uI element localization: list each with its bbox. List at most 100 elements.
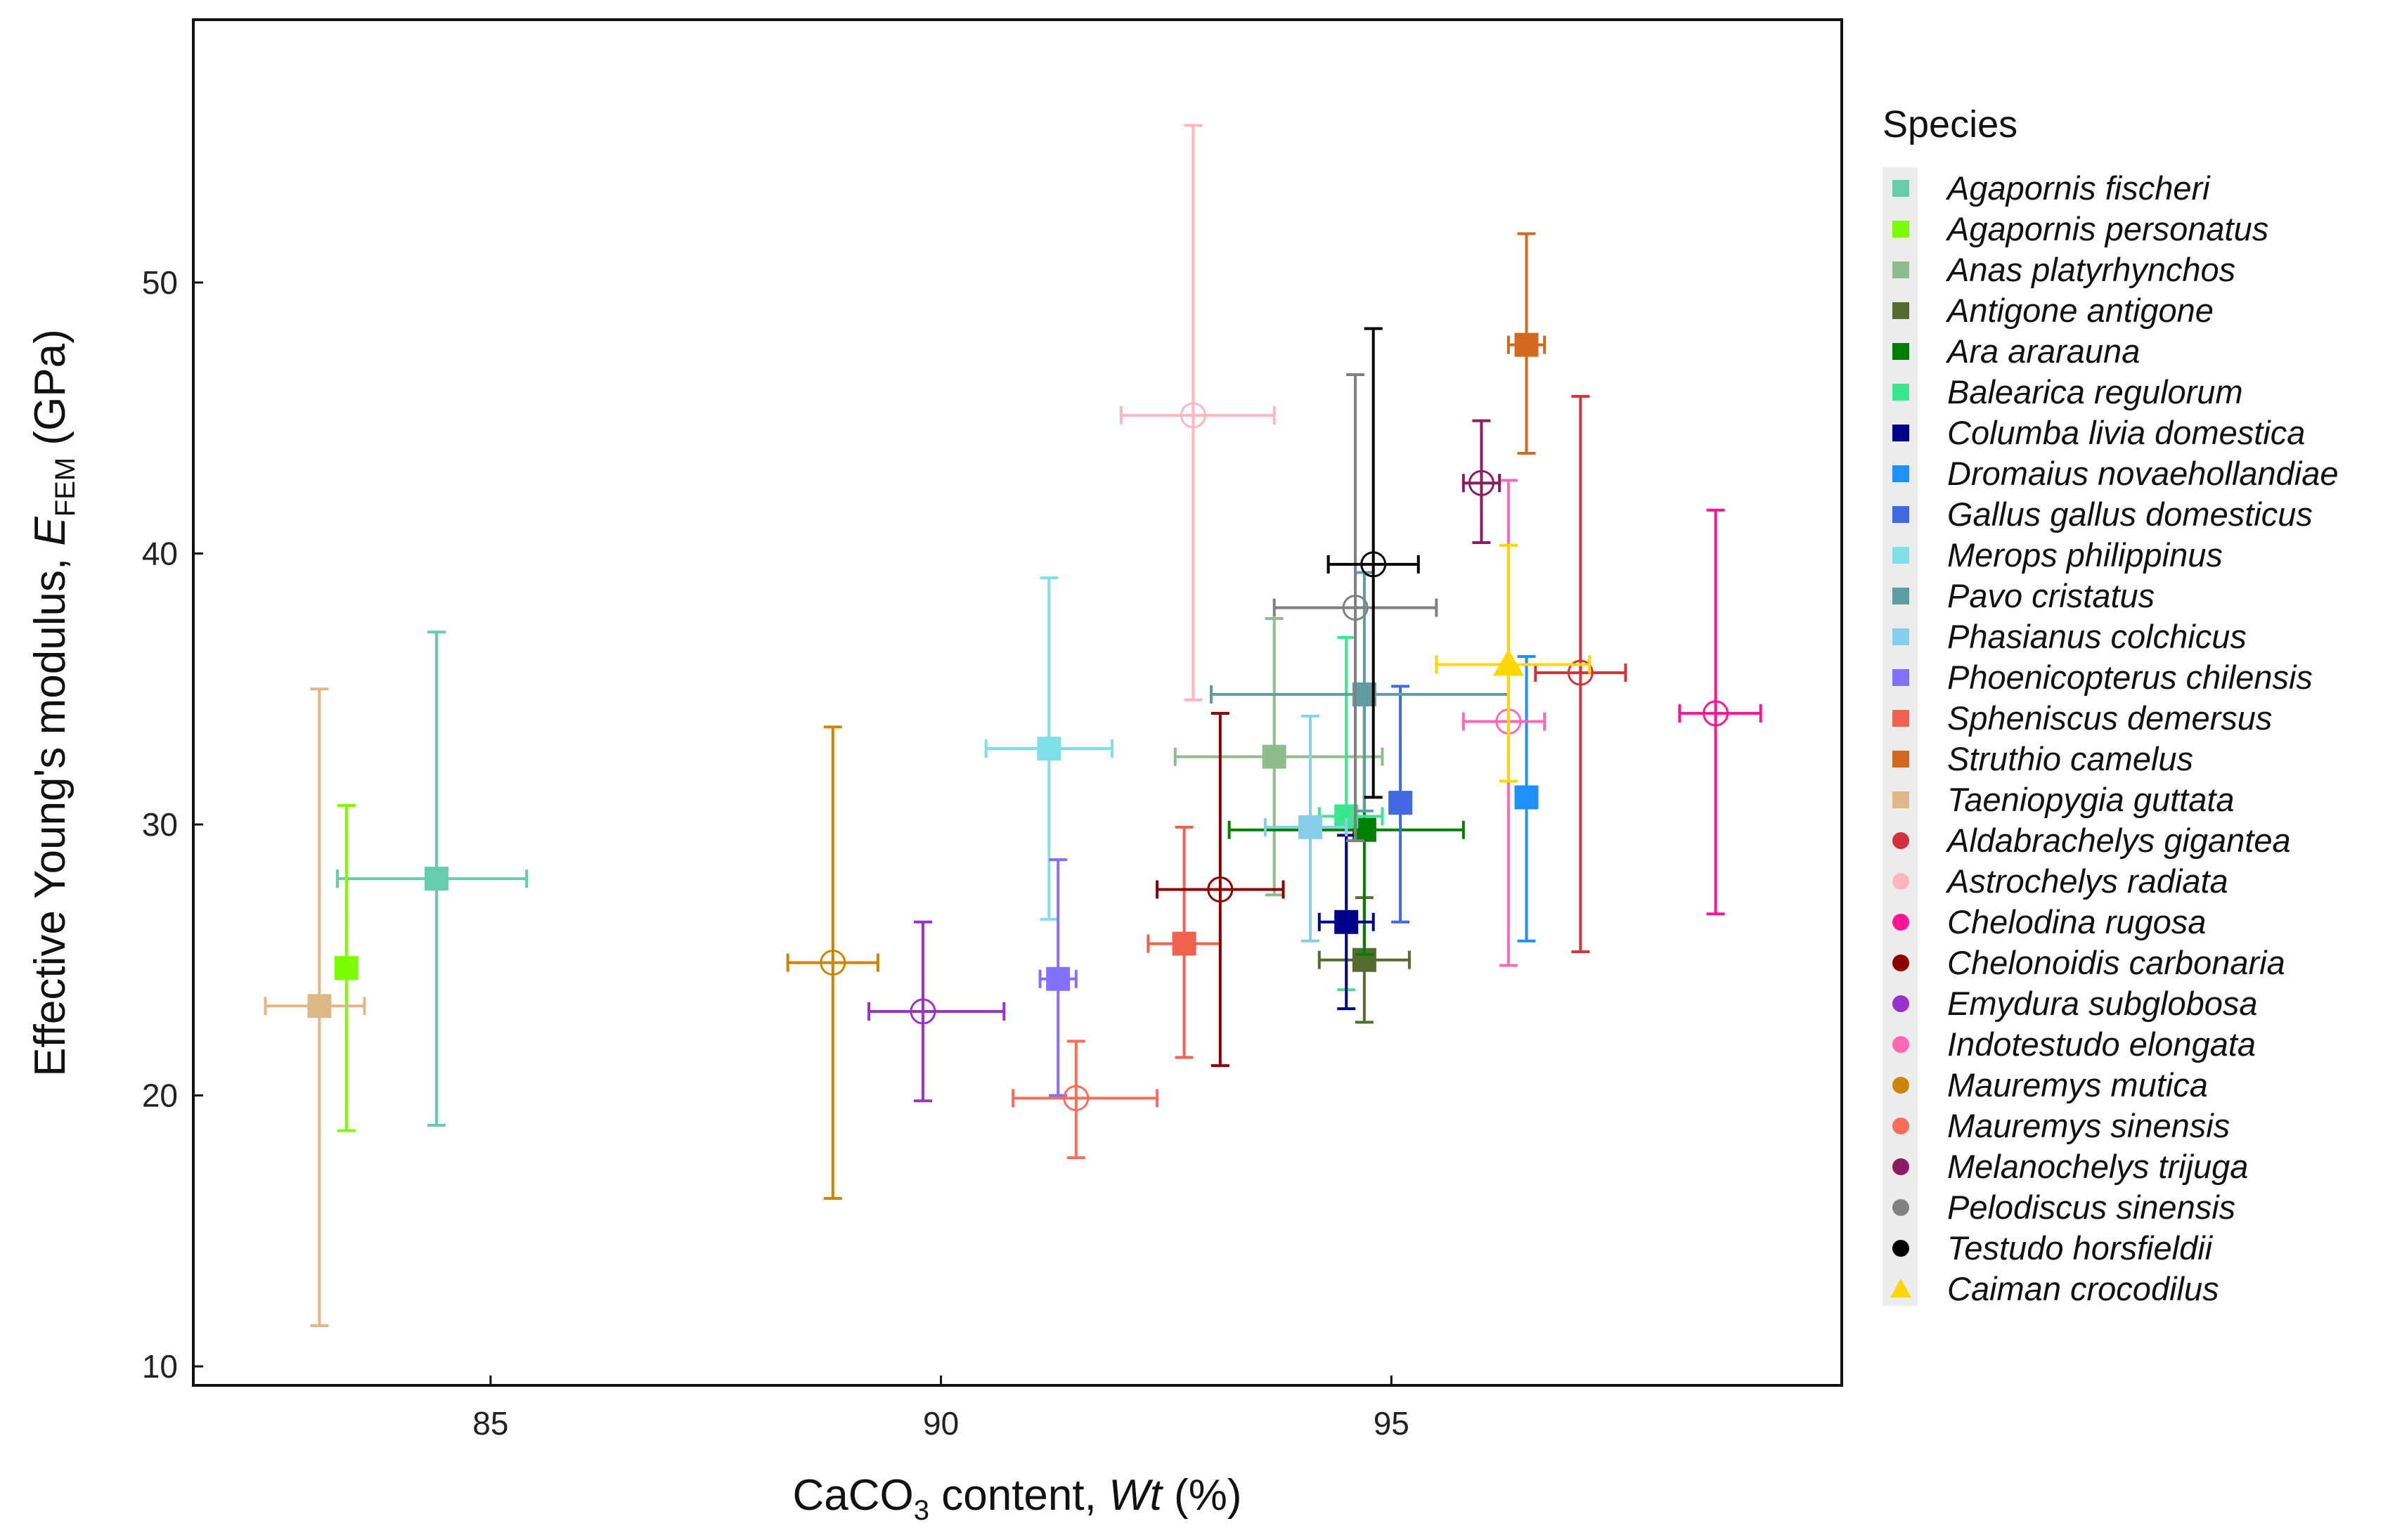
legend-label: Taeniopygia guttata [1947,781,2235,818]
legend-marker-square [1892,343,1909,360]
marker-square [1388,791,1413,815]
legend-item: Agapornis personatus [1892,210,2268,247]
data-point [1678,508,1762,916]
y-axis: 10 20 30 40 50 [142,264,203,1385]
data-point [1263,714,1348,943]
legend-label: Mauremys sinensis [1947,1107,2230,1144]
legend-marker-circle [1892,955,1909,971]
legend-label: Chelonoidis carbonaria [1947,944,2285,981]
data-point [334,803,359,1132]
marker-circle [1360,551,1387,578]
legend-marker-square [1892,588,1909,604]
plot-area [192,18,1843,1387]
legend-label: Spheniscus demersus [1947,699,2272,737]
legend-item: Antigone antigone [1892,292,2214,329]
marker-square [1514,785,1539,810]
legend-label: Ara ararauna [1945,332,2140,370]
legend-item: Chelonoidis carbonaria [1892,944,2285,981]
legend-marker-square [1892,669,1909,686]
legend-item: Ara ararauna [1892,332,2140,370]
marker-square [334,956,359,981]
legend-marker-triangle [1890,1279,1911,1298]
data-point [336,630,529,1127]
marker-circle [1567,659,1594,686]
marker-circle [820,950,846,976]
legend-label: Struthio camelus [1947,740,2193,777]
legend-item: Mauremys sinensis [1892,1107,2230,1144]
legend-item: Chelodina rugosa [1892,903,2206,940]
y-axis-title: Effective Young's modulus, EFEM (GPa) [26,329,81,1077]
legend-item: Phasianus colchicus [1892,618,2247,655]
legend-marker-circle [1892,1158,1909,1175]
marker-triangle [1492,649,1524,676]
marker-circle [1180,402,1206,429]
marker-circle [1207,876,1234,903]
legend-item: Emydura subglobosa [1892,985,2258,1022]
marker-square [1334,910,1359,934]
data-point [984,576,1114,921]
legend-marker-circle [1892,1077,1909,1094]
legend-item: Spheniscus demersus [1892,699,2272,737]
legend-marker-square [1892,425,1909,441]
legend-item: Dromaius novaehollandiae [1892,455,2339,492]
data-point [1272,373,1438,843]
marker-square [1037,737,1061,761]
legend-label: Gallus gallus domesticus [1947,496,2313,533]
y-tick-label: 10 [142,1348,178,1385]
legend-marker-square [1892,506,1909,523]
legend-label: Caiman crocodilus [1947,1270,2219,1307]
legend-marker-square [1892,710,1909,727]
marker-square [424,867,448,891]
legend-marker-circle [1892,873,1909,890]
data-point [1012,1040,1159,1160]
legend-item: Indotestudo elongata [1892,1025,2256,1063]
legend-label: Chelodina rugosa [1947,903,2206,940]
legend-label: Aldabrachelys gigantea [1945,822,2291,859]
data-point [264,687,366,1328]
legend-marker-square [1892,628,1909,645]
data-point [1119,124,1276,701]
legend-label: Indotestudo elongata [1947,1025,2256,1063]
marker-square [307,994,332,1018]
legend-label: Testudo horsfieldii [1947,1229,2214,1267]
legend-item: Merops philippinus [1892,536,2223,574]
legend-item: Aldabrachelys gigantea [1892,822,2291,859]
legend-label: Phoenicopterus chilensis [1947,659,2313,696]
marker-circle [1342,595,1369,621]
legend-item: Struthio camelus [1892,740,2193,777]
legend-item: Anas platyrhynchos [1892,251,2235,288]
legend-box [1883,167,1918,1306]
y-tick-label: 50 [142,264,178,301]
legend-item: Phoenicopterus chilensis [1892,659,2313,696]
legend-item: Mauremys mutica [1892,1066,2208,1104]
legend-label: Emydura subglobosa [1947,985,2258,1022]
marker-square [1172,931,1196,956]
x-tick-label: 85 [472,1405,508,1442]
data-point [1038,858,1078,1097]
legend-label: Columba livia domestica [1947,414,2305,451]
legend-label: Anas platyrhynchos [1945,251,2235,288]
data-point [1326,327,1420,799]
legend-label: Pavo cristatus [1947,577,2155,614]
legend-marker-square [1892,751,1909,768]
marker-square [1262,744,1286,769]
legend-item: Taeniopygia guttata [1892,781,2235,818]
data-point [867,920,1006,1103]
legend-item: Caiman crocodilus [1890,1270,2219,1307]
legend-marker-circle [1892,995,1909,1012]
legend-title: Species [1883,103,2017,145]
legend-marker-square [1892,221,1909,238]
x-axis-title: CaCO3 content, Wt (%) [793,1471,1242,1526]
data-point [1156,711,1285,1068]
data-point [1461,419,1502,545]
marker-circle [1063,1085,1090,1111]
marker-square [1046,966,1071,991]
data-point [1514,654,1539,943]
legend-label: Antigone antigone [1945,292,2214,329]
legend-marker-circle [1892,832,1909,849]
legend-label: Agapornis fischeri [1945,169,2211,207]
marker-square [1514,332,1539,357]
x-axis: 85 90 95 [472,1376,1409,1442]
legend-label: Agapornis personatus [1945,210,2268,247]
